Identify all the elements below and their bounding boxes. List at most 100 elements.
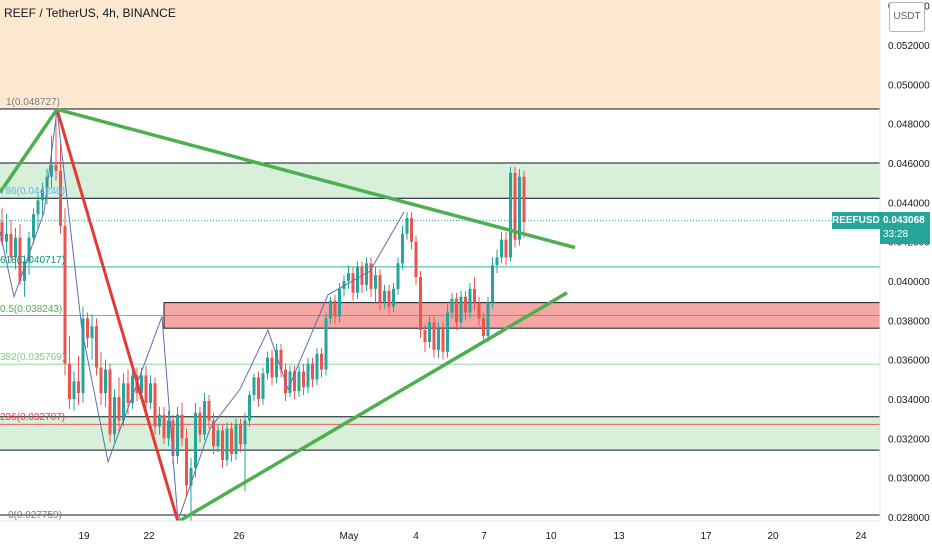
candle-body xyxy=(167,420,170,439)
candle xyxy=(374,267,377,303)
candle xyxy=(275,343,278,384)
last-price-box: 0.043068 33:28 xyxy=(880,212,930,244)
candle-body xyxy=(77,381,80,394)
candle-body xyxy=(428,322,431,342)
candle xyxy=(243,412,247,492)
candle-body xyxy=(279,349,283,370)
candle xyxy=(9,220,13,262)
candle xyxy=(324,312,328,376)
candle xyxy=(320,347,323,378)
candle xyxy=(495,249,499,274)
candle-body xyxy=(486,302,490,337)
candle xyxy=(216,424,220,453)
candle xyxy=(446,304,449,358)
candle-body xyxy=(23,261,26,281)
candle-body xyxy=(329,300,332,319)
currency-unit-button[interactable]: USDT xyxy=(889,2,925,32)
candle-body xyxy=(324,318,328,370)
candle-body xyxy=(351,273,355,293)
candle-body xyxy=(261,373,265,399)
candle xyxy=(351,267,355,301)
price-tick-label: 0.028000 xyxy=(888,513,930,524)
candle-body xyxy=(405,218,409,234)
candle xyxy=(315,347,319,386)
candle-body xyxy=(189,467,193,486)
time-tick-label: 4 xyxy=(413,531,419,542)
candle xyxy=(252,373,256,401)
candle-body xyxy=(464,296,467,313)
candle-body xyxy=(491,265,494,303)
candle-body xyxy=(302,371,305,388)
price-tick-label: 0.034000 xyxy=(888,395,930,406)
candle xyxy=(378,269,382,311)
candle xyxy=(36,194,40,230)
candle xyxy=(41,182,44,217)
candle-body xyxy=(423,330,427,342)
candle-body xyxy=(482,318,485,337)
price-tick-label: 0.048000 xyxy=(888,120,930,131)
time-tick-label: 13 xyxy=(613,531,625,542)
candle xyxy=(266,351,269,380)
candle-body xyxy=(252,377,256,396)
candle xyxy=(482,312,485,344)
candle-body xyxy=(68,363,71,399)
candle-body xyxy=(518,176,521,240)
candle xyxy=(104,359,107,407)
candle xyxy=(68,336,71,409)
candle xyxy=(441,322,445,360)
candle-body xyxy=(338,288,341,317)
candle xyxy=(59,143,62,234)
candle-body xyxy=(342,281,346,289)
candle-body xyxy=(500,239,503,258)
candle-body xyxy=(230,428,233,455)
candle-body xyxy=(5,233,8,242)
candle-body xyxy=(437,328,440,350)
candle-body xyxy=(86,318,89,339)
candle xyxy=(401,225,404,270)
time-axis: 19 22 26 May 4 7 10 13 17 20 24 xyxy=(0,520,880,550)
candle-body xyxy=(315,353,319,380)
candle-body xyxy=(450,298,454,313)
candle xyxy=(50,135,53,189)
candle xyxy=(405,212,409,240)
price-tick-label: 0.030000 xyxy=(888,474,930,485)
candle-body xyxy=(522,176,526,222)
candle-body xyxy=(59,170,62,226)
candle xyxy=(144,365,148,409)
candle-body xyxy=(99,367,103,394)
candle xyxy=(113,389,116,443)
time-tick-label: 7 xyxy=(481,531,487,542)
candle xyxy=(122,373,125,427)
candle xyxy=(486,296,490,342)
candle xyxy=(459,290,463,329)
ascending-trendline xyxy=(177,291,568,524)
candle xyxy=(81,306,85,403)
candle xyxy=(347,265,350,289)
candle xyxy=(513,166,517,248)
candle-body xyxy=(320,353,323,370)
candle xyxy=(414,235,418,285)
candle-body xyxy=(392,288,395,307)
price-tick-label: 0.036000 xyxy=(888,356,930,367)
candle-body xyxy=(198,412,202,435)
candle xyxy=(153,377,157,435)
time-tick-label: 22 xyxy=(143,531,155,542)
candle-body xyxy=(495,257,499,266)
candle-body xyxy=(194,412,197,468)
candle xyxy=(234,418,238,460)
candle-body xyxy=(446,312,449,352)
candle-body xyxy=(239,424,242,445)
candle xyxy=(455,292,458,331)
candle xyxy=(306,357,310,394)
candle xyxy=(450,292,454,319)
candle xyxy=(369,257,373,297)
candle-body xyxy=(72,381,76,399)
candle xyxy=(194,402,197,478)
candle-body xyxy=(225,428,229,460)
last-price-value: 0.043068 xyxy=(883,215,925,226)
candle-body xyxy=(117,397,121,421)
candle xyxy=(167,410,170,447)
price-tick-label: 0.040000 xyxy=(888,277,930,288)
